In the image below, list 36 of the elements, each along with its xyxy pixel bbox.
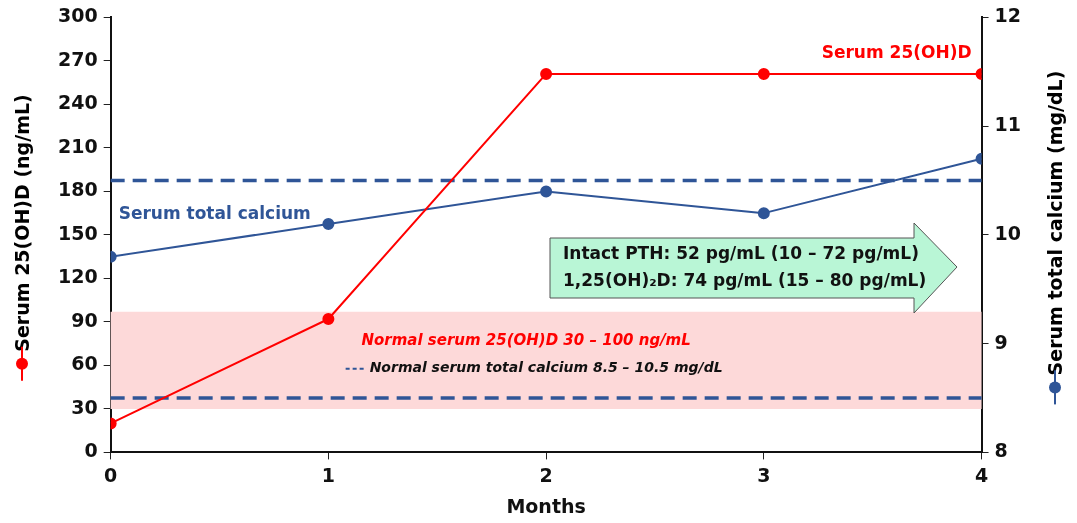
y2-axis-title: Serum total calcium (mg/dL) bbox=[1044, 70, 1066, 376]
annotation: 1,25(OH)₂D: 74 pg/mL (15 – 80 pg/mL) bbox=[563, 269, 927, 292]
x-tick-label: 4 bbox=[974, 463, 989, 486]
y-tick-label: 120 bbox=[57, 265, 98, 288]
y2-tick-label: 8 bbox=[994, 439, 1008, 462]
point bbox=[540, 185, 553, 198]
y2-tick-label: 11 bbox=[994, 113, 1022, 136]
y-tick-label: 180 bbox=[57, 178, 98, 201]
point bbox=[540, 67, 553, 80]
x-axis-title: Months bbox=[506, 494, 586, 517]
y-axis-title: Serum 25(OH)D (ng/mL) bbox=[11, 94, 33, 352]
y-tick-label: 90 bbox=[71, 308, 98, 331]
x-tick-label: 2 bbox=[539, 463, 553, 486]
band-label: Normal serum 25(OH)D 30 – 100 ng/mL bbox=[361, 330, 691, 349]
y-tick-label: 150 bbox=[57, 221, 98, 244]
y-tick-label: 240 bbox=[57, 91, 98, 114]
series-label: Serum 25(OH)D bbox=[821, 41, 972, 62]
x-tick-label: 3 bbox=[757, 463, 771, 486]
y-tick-label: 60 bbox=[71, 352, 98, 375]
y-tick-label: 210 bbox=[57, 134, 98, 157]
point bbox=[322, 313, 335, 325]
y-tick-label: 300 bbox=[57, 4, 98, 27]
x-tick-label: 1 bbox=[321, 463, 335, 486]
annotation: Intact PTH: 52 pg/mL (10 – 72 pg/mL) bbox=[563, 242, 920, 265]
x-tick-label: 0 bbox=[104, 463, 118, 486]
point bbox=[322, 218, 335, 231]
series-label: Serum total calcium bbox=[118, 202, 311, 223]
point bbox=[757, 207, 770, 220]
y-tick-label: 270 bbox=[57, 47, 98, 70]
y-tick-label: 0 bbox=[84, 439, 98, 462]
legend-label: Normal serum total calcium 8.5 – 10.5 mg/dL bbox=[369, 359, 723, 376]
y2-tick-label: 9 bbox=[994, 330, 1008, 353]
y2-tick-label: 12 bbox=[994, 4, 1022, 27]
y-tick-label: 30 bbox=[71, 395, 98, 418]
y2-tick-label: 10 bbox=[994, 221, 1022, 244]
point bbox=[757, 67, 770, 80]
